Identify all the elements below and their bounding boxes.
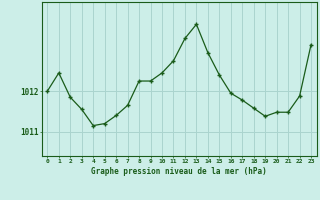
X-axis label: Graphe pression niveau de la mer (hPa): Graphe pression niveau de la mer (hPa) [91,167,267,176]
